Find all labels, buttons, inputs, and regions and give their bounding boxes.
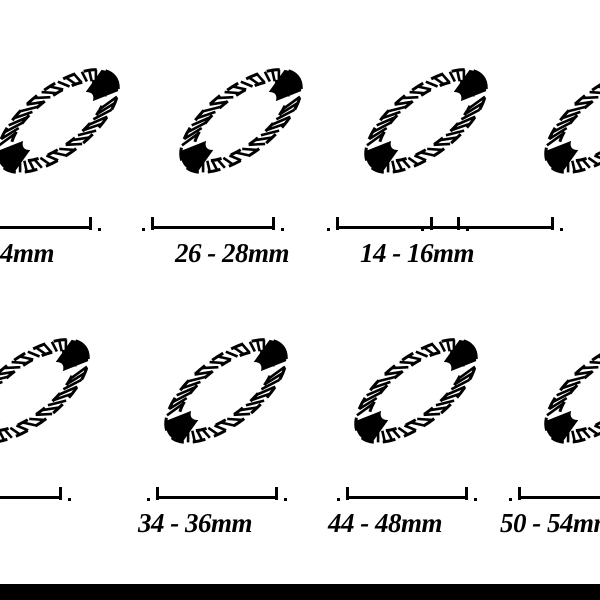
dimension-tick-right [89, 217, 92, 230]
dimension-bar [151, 226, 275, 229]
ring-illustration [125, 20, 325, 235]
size-label: 22 - 24mm [0, 238, 55, 268]
dimension-tick-left [156, 487, 159, 500]
dimension-line [142, 217, 284, 233]
dimension-dot-left [142, 228, 145, 231]
dimension-bar [336, 226, 460, 229]
ring-size-cell: 26 - 28mm [125, 20, 325, 320]
twisted-hoop-ring-icon [179, 68, 303, 174]
dimension-dot-right [560, 228, 563, 231]
dimension-dot-right [284, 498, 287, 501]
dimension-bar [0, 226, 92, 229]
ring-illustration [0, 20, 142, 235]
ring-illustration [490, 290, 600, 505]
dimension-tick-right [272, 217, 275, 230]
dimension-tick-left [336, 217, 339, 230]
ring-size-cell [421, 20, 600, 320]
dimension-tick-right [551, 217, 554, 230]
dimension-tick-left [346, 487, 349, 500]
ring-illustration [0, 290, 112, 505]
dimension-line [147, 487, 287, 503]
dimension-line [327, 217, 469, 233]
ring-illustration [110, 290, 310, 505]
dimension-bar [346, 496, 468, 499]
ring-illustration [490, 20, 600, 235]
dimension-dot-right [98, 228, 101, 231]
twisted-hoop-ring-icon [544, 338, 600, 444]
twisted-hoop-ring-icon [0, 338, 90, 444]
dimension-bar [518, 496, 600, 499]
ring-illustration [300, 290, 500, 505]
dimension-tick-right [457, 217, 460, 230]
ring-size-cell: 14 - 16mm [310, 20, 510, 320]
dimension-tick-left [430, 217, 433, 230]
ring-illustration [310, 20, 510, 235]
dimension-tick-left [518, 487, 521, 500]
dimension-line [509, 487, 600, 503]
size-label: 26 - 28mm [175, 238, 290, 268]
dimension-dot-left [327, 228, 330, 231]
dimension-line [0, 217, 101, 233]
twisted-hoop-ring-icon [354, 338, 478, 444]
twisted-hoop-ring-icon [164, 338, 288, 444]
size-label: 34 - 36mm [138, 508, 253, 538]
dimension-tick-right [59, 487, 62, 500]
dimension-line [421, 217, 563, 233]
dimension-dot-right [474, 498, 477, 501]
bottom-black-bar [0, 584, 600, 600]
dimension-bar [0, 496, 62, 499]
dimension-dot-left [509, 498, 512, 501]
twisted-hoop-ring-icon [0, 68, 120, 174]
dimension-tick-left [151, 217, 154, 230]
twisted-hoop-ring-icon [544, 68, 600, 174]
twisted-hoop-ring-icon [364, 68, 488, 174]
dimension-tick-right [465, 487, 468, 500]
dimension-dot-left [421, 228, 424, 231]
ring-size-cell: mm [0, 290, 112, 590]
ring-size-cell: 22 - 24mm [0, 20, 142, 320]
ring-size-cell: 34 - 36mm [110, 290, 310, 590]
dimension-bar [430, 226, 554, 229]
dimension-dot-left [337, 498, 340, 501]
ring-size-cell: 44 - 48mm [300, 290, 500, 590]
size-label: 50 - 54mm [500, 508, 600, 538]
dimension-dot-right [281, 228, 284, 231]
size-label: 44 - 48mm [328, 508, 443, 538]
dimension-tick-right [275, 487, 278, 500]
dimension-line [0, 487, 71, 503]
dimension-dot-left [147, 498, 150, 501]
dimension-dot-right [466, 228, 469, 231]
ring-size-cell: 50 - 54mm [490, 290, 600, 590]
dimension-line [337, 487, 477, 503]
dimension-dot-right [68, 498, 71, 501]
size-label: 14 - 16mm [360, 238, 475, 268]
dimension-bar [156, 496, 278, 499]
